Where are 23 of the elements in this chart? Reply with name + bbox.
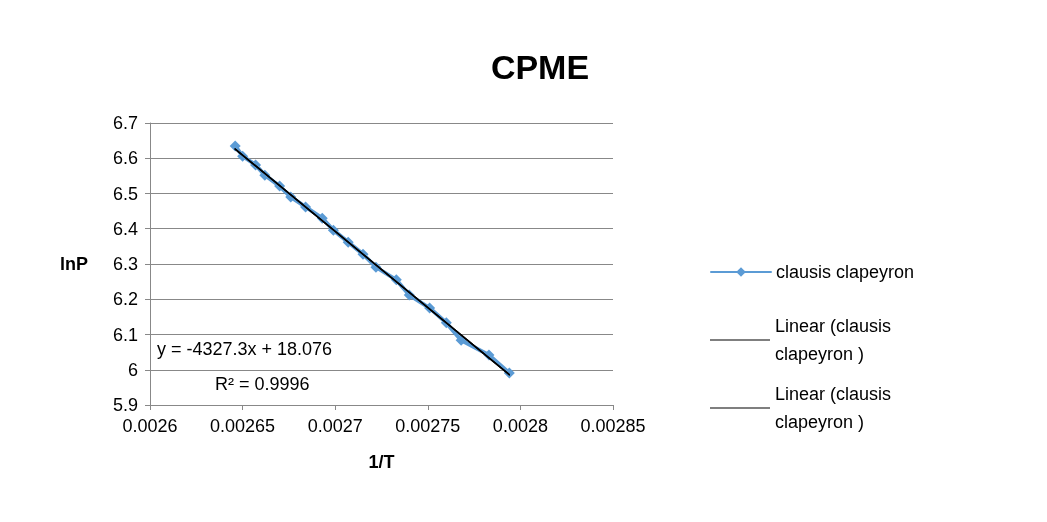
x-tick-label: 0.0026 [122, 416, 178, 436]
y-tick-label: 5.9 [112, 395, 138, 415]
x-tick-label: 0.0027 [307, 416, 363, 436]
x-tick-label: 0.00285 [580, 416, 646, 436]
y-tick-label: 6.5 [112, 183, 138, 204]
y-tick-label: 6.7 [112, 113, 138, 133]
annotation: y = -4327.3x + 18.076 [157, 339, 333, 359]
x-tick-label: 0.00265 [210, 416, 276, 436]
y-tick-label: 6 [127, 359, 138, 380]
annotation: R² = 0.9996 [215, 374, 310, 394]
y-tick-label: 6.3 [112, 254, 138, 274]
y-tick-label: 6.1 [112, 324, 138, 345]
legend-label: Linear (clausis clapeyron ) [775, 316, 897, 364]
y-axis-title: lnP [59, 254, 88, 274]
y-tick-label: 6.2 [112, 289, 138, 310]
legend-label: Linear (clausis clapeyron ) [775, 384, 897, 432]
x-axis-title: 1/T [368, 452, 395, 472]
chart-title: CPME [490, 48, 590, 86]
x-tick-label: 0.0028 [492, 416, 548, 436]
legend-label: clausis clapeyron [776, 262, 915, 282]
x-tick-label: 0.00275 [395, 416, 461, 436]
y-tick-label: 6.4 [112, 218, 138, 239]
y-tick-label: 6.6 [112, 148, 138, 169]
